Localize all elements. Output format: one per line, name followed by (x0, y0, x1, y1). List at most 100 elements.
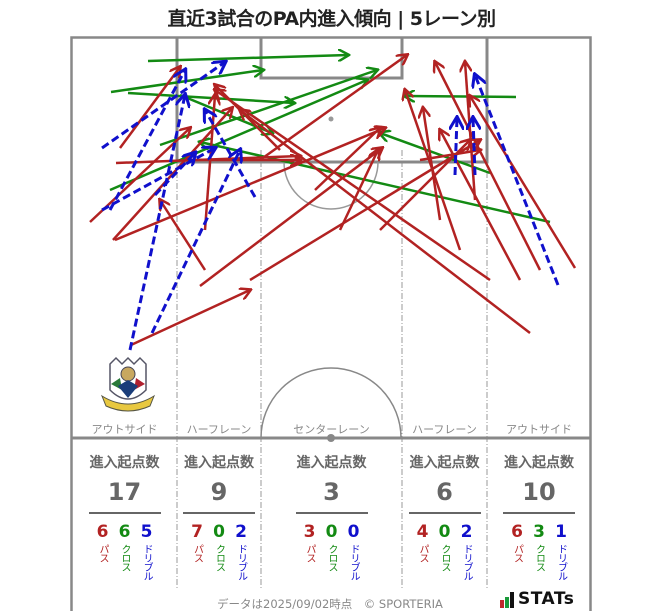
cross-label: クロス (213, 543, 225, 571)
dribble-count: 2 (235, 521, 247, 542)
stat-total: 10 (522, 478, 556, 506)
dribble-count: 0 (347, 521, 360, 542)
stat-heading: 進入起点数 (504, 455, 574, 471)
pass-arrow (470, 96, 577, 269)
dribble-arrow (128, 95, 185, 351)
dribble-arrow (101, 62, 225, 150)
entry-arrows (89, 55, 577, 351)
pass-arrow (435, 62, 542, 271)
cross-count: 0 (213, 521, 225, 542)
center-spot (327, 434, 335, 442)
cross-arrow (200, 142, 551, 224)
cross-label: クロス (326, 543, 337, 571)
stat-breakdown: 4 パス 0 クロス 2 ドリブル (402, 522, 487, 580)
lane-stats-outside-left: 進入起点数 17 6 パス 6 クロス 5 ドリブル (72, 452, 177, 580)
cross-label: クロス (439, 543, 450, 571)
lane-label-halfspace-left: ハーフレーン (186, 423, 252, 436)
data-footer: データは2025/09/02時点 © SPORTERIA (217, 597, 443, 611)
dribble-count: 5 (140, 521, 153, 542)
cross-arrow (405, 96, 517, 97)
center-circle (260, 367, 402, 439)
cross-label: クロス (119, 543, 130, 571)
stat-breakdown: 3 パス 0 クロス 0 ドリブル (261, 522, 402, 580)
dribble-arrow (473, 118, 475, 176)
pass-arrow (160, 200, 207, 271)
stat-total: 3 (323, 478, 340, 506)
dribble-arrow (205, 110, 257, 198)
stat-breakdown: 6 パス 6 クロス 5 ドリブル (72, 522, 177, 580)
lane-label-halfspace-right: ハーフレーン (412, 423, 477, 436)
bar-chart-icon (500, 592, 514, 608)
divider (295, 512, 368, 514)
lane-label-outside-left: アウトサイド (91, 423, 158, 436)
stat-heading: 進入起点数 (296, 455, 367, 471)
chart-title: 直近3試合のPA内進入傾向 | 5レーン別 (167, 8, 496, 30)
pass-arrow (465, 62, 477, 201)
penalty-spot (328, 116, 334, 122)
cross-count: 3 (533, 521, 545, 542)
dribble-arrow (475, 75, 560, 286)
cross-arrow (159, 70, 377, 147)
stat-breakdown: 6 パス 3 クロス 1 ドリブル (487, 522, 591, 580)
stat-heading: 進入起点数 (184, 455, 254, 471)
pitch-border (70, 36, 592, 611)
divider (88, 512, 161, 514)
dribble-label: ドリブル (348, 543, 359, 580)
lane-stats-halfspace-left: 進入起点数 9 7 パス 0 クロス 2 ドリブル (177, 452, 261, 580)
stats-logo-text: STATs (518, 589, 575, 609)
divider (408, 512, 481, 514)
lane-stats-outside-right: 進入起点数 10 6 パス 3 クロス 1 ドリブル (487, 452, 591, 580)
pass-arrow (249, 140, 480, 282)
pass-arrow (314, 128, 380, 191)
team-emblem-icon (100, 356, 156, 412)
pass-label: パス (511, 543, 523, 562)
pass-arrow (259, 55, 407, 162)
stat-total: 6 (436, 478, 453, 506)
lane-label-center: センターレーン (293, 423, 370, 436)
stat-total: 17 (107, 478, 142, 506)
lane-stats-halfspace-right: 進入起点数 6 4 パス 0 クロス 2 ドリブル (402, 452, 487, 580)
pass-arrow (199, 148, 382, 287)
pass-label: パス (191, 543, 203, 562)
dribble-arrow (108, 70, 185, 211)
lane-label-outside-right: アウトサイド (506, 423, 572, 436)
dribble-arrow (153, 153, 195, 197)
pass-arrow (130, 290, 250, 347)
stat-total: 9 (210, 478, 228, 506)
pass-count: 4 (416, 521, 429, 542)
dribble-arrow (150, 150, 240, 334)
divider (503, 512, 575, 514)
pass-arrow (118, 67, 180, 149)
dribble-label: ドリブル (141, 543, 152, 580)
pass-arrow (419, 150, 480, 162)
pass-count: 3 (303, 521, 316, 542)
cross-arrow (147, 55, 348, 63)
pass-count: 7 (191, 521, 203, 542)
stats-logo: STATs (500, 590, 574, 608)
cross-label: クロス (533, 543, 545, 571)
stat-breakdown: 7 パス 0 クロス 2 ドリブル (177, 522, 261, 580)
pass-label: パス (304, 543, 315, 562)
cross-count: 0 (325, 521, 338, 542)
cross-arrow (109, 80, 367, 192)
dribble-count: 1 (555, 521, 567, 542)
lane-stats-center: 進入起点数 3 3 パス 0 クロス 0 ドリブル (261, 452, 402, 580)
cross-count: 0 (438, 521, 451, 542)
dribble-label: ドリブル (555, 543, 567, 580)
divider (183, 512, 255, 514)
dribble-label: ドリブル (461, 543, 472, 580)
pass-arrow (240, 110, 531, 334)
pass-count: 6 (511, 521, 523, 542)
pass-label: パス (97, 543, 108, 562)
dribble-arrow (101, 148, 215, 212)
pass-arrow (114, 128, 385, 242)
pass-label: パス (417, 543, 428, 562)
stat-heading: 進入起点数 (89, 455, 160, 471)
stat-heading: 進入起点数 (409, 455, 480, 471)
dribble-arrow (455, 118, 457, 176)
dribble-count: 2 (460, 521, 473, 542)
pass-count: 6 (96, 521, 109, 542)
dribble-label: ドリブル (235, 543, 247, 580)
cross-count: 6 (118, 521, 131, 542)
